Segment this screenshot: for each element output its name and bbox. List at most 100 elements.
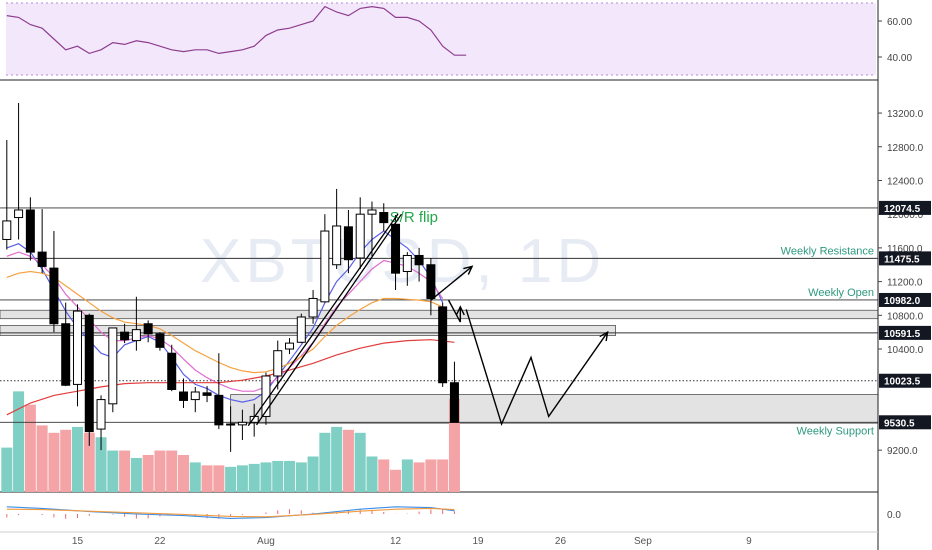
volume-bar xyxy=(390,469,402,492)
candle xyxy=(72,304,82,407)
candle xyxy=(391,215,401,291)
candle xyxy=(332,188,342,269)
rsi-tick-label: 60.00 xyxy=(887,17,912,28)
volume-bar xyxy=(71,426,83,492)
volume-bar xyxy=(166,450,178,492)
candle xyxy=(261,372,271,425)
volume-bar xyxy=(119,450,131,492)
volume-bar xyxy=(319,432,331,492)
candle-body xyxy=(131,329,141,342)
level-label: Weekly Support xyxy=(797,425,874,437)
candle-body xyxy=(449,382,459,423)
volume-bar xyxy=(236,465,248,492)
date-label: 22 xyxy=(154,536,166,547)
candle-body xyxy=(179,391,188,401)
price-tick-label: 11600.0 xyxy=(887,244,923,255)
level-label: Weekly Resistance xyxy=(781,245,874,257)
macd-pane xyxy=(0,506,932,533)
candle xyxy=(379,203,389,232)
candle xyxy=(343,209,353,274)
volume-bar xyxy=(354,432,366,492)
volume-bar xyxy=(248,463,260,492)
candle xyxy=(190,386,200,413)
annotation-text: S/R flip xyxy=(390,209,438,226)
candle-body xyxy=(414,254,424,266)
candle xyxy=(179,378,188,409)
candle xyxy=(49,231,59,333)
volume-bar xyxy=(201,465,213,492)
candle-body xyxy=(190,391,200,401)
rsi-band xyxy=(6,3,876,75)
volume-bar xyxy=(142,455,154,492)
projection-path xyxy=(430,265,473,301)
price-tick-label: 10400.0 xyxy=(887,345,924,356)
price-tag xyxy=(879,373,931,388)
candle-body xyxy=(438,306,448,384)
price-tag-label: 10591.5 xyxy=(884,329,921,340)
price-tick-label: 12400.0 xyxy=(887,176,924,187)
candle-body xyxy=(379,211,389,224)
candle xyxy=(226,406,236,452)
candle xyxy=(414,247,424,282)
candle-body xyxy=(167,352,177,390)
projection-path xyxy=(465,309,609,427)
volume-bar xyxy=(130,457,142,492)
candle-body xyxy=(426,264,436,299)
macd-signal-line xyxy=(6,507,455,518)
candle xyxy=(367,201,377,257)
ma-pink xyxy=(6,251,444,392)
date-label: 15 xyxy=(72,536,84,547)
price-tick-label: 9200.0 xyxy=(887,446,918,457)
price-tag-label: 11475.5 xyxy=(884,254,920,265)
candle-body xyxy=(296,316,306,343)
candle-body xyxy=(2,220,12,240)
volume-bar xyxy=(1,447,13,492)
candle-body xyxy=(320,230,330,303)
candle xyxy=(402,252,412,286)
candle xyxy=(273,340,283,390)
volume-bar xyxy=(425,459,437,492)
volume-bar xyxy=(401,459,413,492)
price-tag-label: 10982.0 xyxy=(884,296,921,307)
price-axis: 60.00 40.00 13200.0 12800.0 12400.0 12000.0 11… xyxy=(877,0,932,550)
candle xyxy=(25,197,35,261)
macd-tick-label: 0.0 xyxy=(887,510,901,521)
price-tag xyxy=(879,325,931,340)
candle-body xyxy=(143,323,153,335)
candle-body xyxy=(237,421,247,426)
candle xyxy=(202,386,212,403)
ma-orange xyxy=(6,270,443,374)
volume-bar xyxy=(378,459,390,492)
arrow-head xyxy=(463,265,474,275)
candle xyxy=(131,296,141,351)
volume-bar xyxy=(178,455,189,492)
price-tick-label: 11200.0 xyxy=(887,278,923,289)
candle-body xyxy=(343,226,353,261)
volume-bar xyxy=(60,429,72,492)
trendline xyxy=(256,213,402,426)
candle xyxy=(155,332,165,351)
candle xyxy=(296,313,306,344)
symbol-watermark: XBTUSD, 1D xyxy=(200,227,605,296)
candle xyxy=(237,409,247,441)
volume-bar xyxy=(213,465,225,492)
candle-body xyxy=(261,375,271,417)
volume-bar xyxy=(331,426,343,492)
candle xyxy=(37,209,47,274)
candle xyxy=(120,323,130,344)
candle-body xyxy=(37,251,47,267)
candle-body xyxy=(72,310,82,385)
candle xyxy=(449,361,459,423)
date-axis: 15 22 Aug 12 19 26 Sep 9 xyxy=(0,531,878,547)
candle-body xyxy=(155,333,165,348)
candle-body xyxy=(273,350,283,377)
candle xyxy=(285,338,295,355)
date-label: Sep xyxy=(634,536,652,547)
rsi-tick-label: 40.00 xyxy=(887,53,912,64)
candle-body xyxy=(202,392,212,396)
candle xyxy=(108,327,118,413)
volume-bar xyxy=(448,398,460,492)
candle-body xyxy=(332,225,342,266)
candle-body xyxy=(96,399,106,430)
rsi-pane xyxy=(0,2,932,81)
